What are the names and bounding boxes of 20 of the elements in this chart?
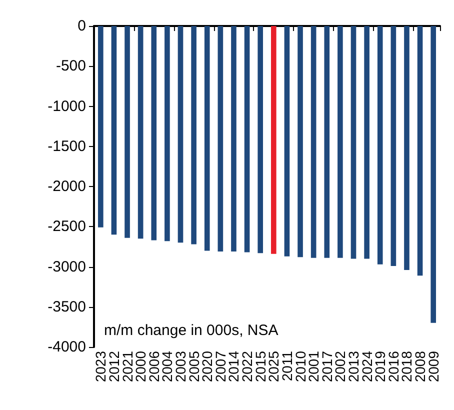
y-tick-label: -3500 (48, 298, 86, 316)
y-tick-label: -4000 (48, 338, 86, 356)
x-tick-label: 2002 (332, 350, 348, 382)
x-tick-label: 2010 (292, 350, 308, 382)
y-tick-label: -2000 (48, 178, 86, 195)
x-tick-label: 2013 (346, 350, 362, 382)
annotation: m/m change in 000s, NSA (104, 322, 278, 339)
y-tick-label: -2500 (48, 218, 86, 236)
x-tick-label: 2024 (358, 350, 375, 382)
y-tick-label: -1000 (48, 98, 86, 115)
y-tick-label: 0 (78, 18, 86, 34)
y-tick-label: -3000 (48, 258, 86, 276)
x-tick-label: 2021 (119, 350, 136, 382)
x-tick-label: 2004 (159, 350, 176, 382)
x-tick-label: 2014 (226, 350, 242, 382)
x-tick-label: 2005 (186, 350, 202, 382)
y-tick-label: -1500 (48, 138, 86, 155)
x-tick-label: 2003 (172, 350, 188, 382)
x-tick-label: 2018 (398, 350, 415, 382)
y-tick-label: -500 (56, 58, 86, 75)
